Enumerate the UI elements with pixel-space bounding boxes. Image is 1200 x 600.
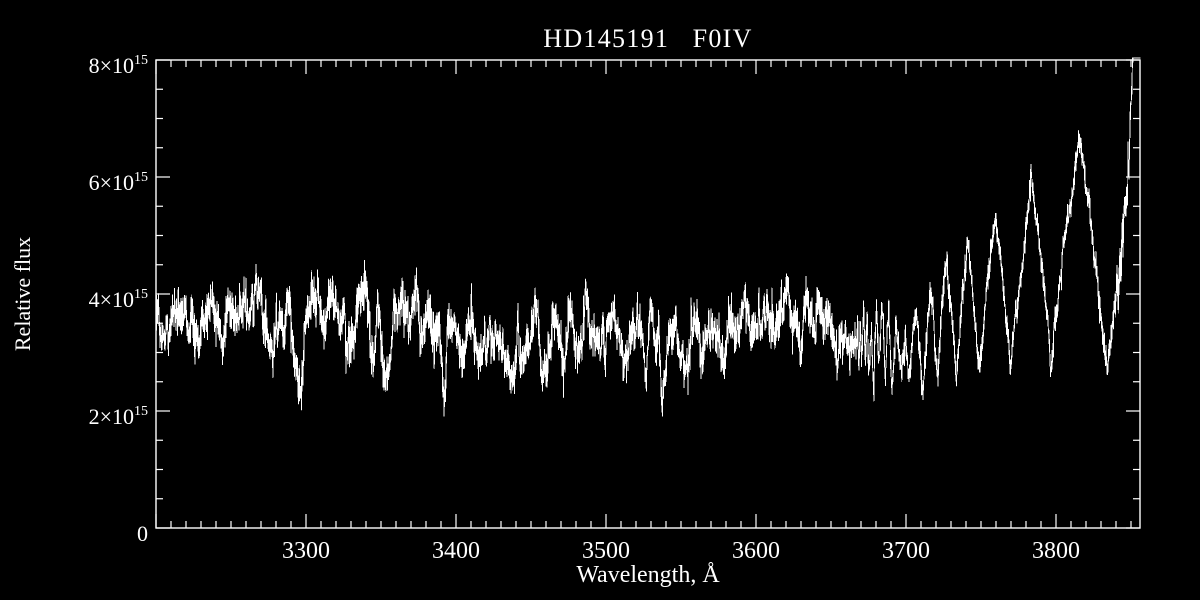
svg-text:3400: 3400 [432, 538, 480, 564]
svg-text:3600: 3600 [732, 538, 780, 564]
svg-text:3800: 3800 [1032, 538, 1080, 564]
svg-text:HD145191 F0IV: HD145191 F0IV [543, 24, 752, 53]
svg-text:3500: 3500 [582, 538, 630, 564]
svg-text:Wavelength, Å: Wavelength, Å [576, 562, 720, 588]
svg-text:0: 0 [137, 521, 148, 546]
svg-text:Relative flux: Relative flux [10, 237, 35, 351]
svg-text:3300: 3300 [282, 538, 330, 564]
svg-text:3700: 3700 [882, 538, 930, 564]
